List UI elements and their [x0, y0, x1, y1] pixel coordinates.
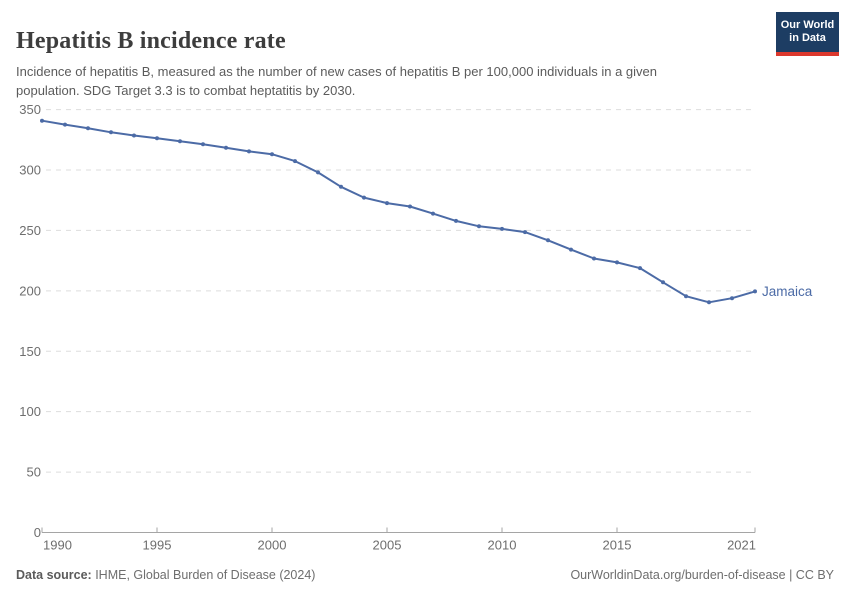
- data-point: [247, 149, 251, 154]
- y-axis-tick-label: 300: [19, 163, 41, 178]
- data-point: [592, 256, 596, 261]
- y-axis-tick-label: 0: [34, 525, 41, 540]
- data-point: [408, 204, 412, 209]
- data-point: [523, 230, 527, 235]
- x-axis-tick-label: 2021: [727, 538, 756, 553]
- owid-logo-line1: Our World: [780, 19, 835, 31]
- data-point: [638, 266, 642, 271]
- y-axis-tick-label: 200: [19, 283, 41, 298]
- chart-footer: Data source: IHME, Global Burden of Dise…: [16, 568, 834, 582]
- data-point: [431, 211, 435, 216]
- x-axis-tick-label: 1990: [43, 538, 72, 553]
- data-point: [224, 145, 228, 150]
- owid-logo-line2: in Data: [789, 32, 826, 44]
- data-point: [454, 218, 458, 223]
- x-axis-tick-label: 2005: [373, 538, 402, 553]
- data-point: [477, 224, 481, 229]
- series-line-jamaica: [41, 119, 756, 304]
- data-point: [753, 289, 757, 294]
- x-axis-tick-label: 1995: [143, 538, 172, 553]
- data-point: [40, 118, 44, 123]
- data-point: [500, 226, 504, 231]
- data-point: [730, 296, 734, 301]
- data-point: [155, 136, 159, 141]
- data-point: [132, 133, 136, 138]
- series-label-jamaica: Jamaica: [762, 284, 813, 299]
- data-point: [615, 260, 619, 265]
- y-axis-tick-label: 350: [19, 102, 41, 117]
- page-title: Hepatitis B incidence rate: [16, 28, 286, 55]
- data-point: [569, 247, 573, 252]
- owid-logo: Our World in Data: [776, 12, 839, 56]
- data-point: [362, 195, 366, 200]
- y-axis-tick-label: 100: [19, 404, 41, 419]
- data-point: [63, 122, 67, 127]
- chart-subtitle: Incidence of hepatitis B, measured as th…: [16, 64, 657, 98]
- data-point: [109, 130, 113, 135]
- data-point: [707, 300, 711, 305]
- data-source-value: IHME, Global Burden of Disease (2024): [91, 568, 316, 582]
- data-point: [546, 238, 550, 243]
- data-point: [86, 126, 90, 131]
- data-point: [201, 142, 205, 147]
- data-point: [293, 159, 297, 164]
- data-point: [178, 139, 182, 144]
- x-axis-tick-label: 2000: [258, 538, 287, 553]
- data-source: Data source: IHME, Global Burden of Dise…: [16, 568, 315, 582]
- data-point: [684, 294, 688, 299]
- data-point: [661, 280, 665, 285]
- data-point: [385, 201, 389, 206]
- data-source-label: Data source:: [16, 568, 92, 582]
- data-point: [316, 170, 320, 175]
- data-point: [339, 184, 343, 189]
- x-axis-tick-label: 2010: [488, 538, 517, 553]
- data-point: [270, 152, 274, 157]
- x-axis-tick-label: 2015: [603, 538, 632, 553]
- y-axis-tick-label: 250: [19, 223, 41, 238]
- credit-line: OurWorldinData.org/burden-of-disease | C…: [570, 568, 834, 582]
- y-axis-tick-label: 50: [27, 465, 41, 480]
- y-axis-tick-label: 150: [19, 344, 41, 359]
